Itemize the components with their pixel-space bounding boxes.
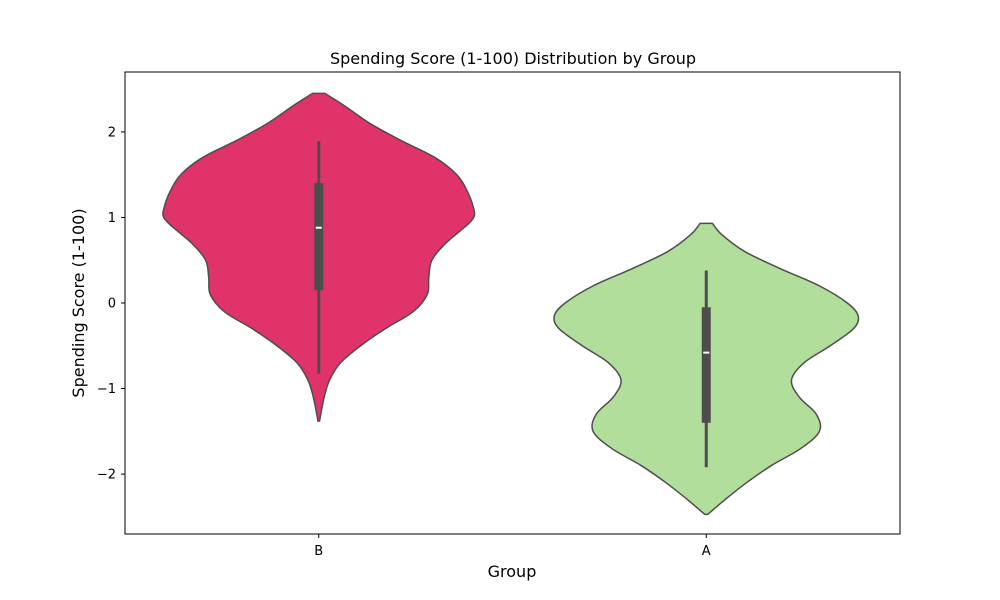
y-tick-label: 0 (108, 297, 116, 312)
y-tick-label: 2 (108, 125, 116, 140)
chart-title: Spending Score (1-100) Distribution by G… (330, 49, 696, 68)
y-tick-label: −2 (97, 468, 116, 483)
x-axis-label: Group (488, 562, 537, 581)
plot-area (162, 92, 860, 516)
y-tick-label: −1 (97, 382, 116, 397)
iqr-box-a (701, 307, 711, 423)
x-tick-label: B (314, 544, 323, 559)
y-axis: −2 −1 0 1 2 (97, 125, 125, 483)
x-tick-label: A (702, 544, 711, 559)
y-tick-label: 1 (108, 211, 116, 226)
y-axis-label: Spending Score (1-100) (69, 208, 88, 397)
iqr-box-b (314, 183, 324, 291)
